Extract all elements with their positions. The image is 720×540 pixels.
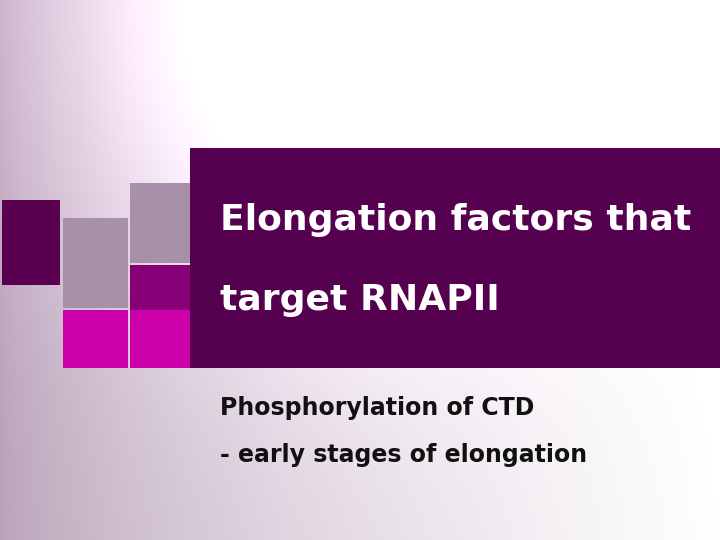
Bar — [197, 295, 262, 368]
Text: Phosphorylation of CTD: Phosphorylation of CTD — [220, 396, 534, 420]
Bar — [197, 148, 262, 213]
Bar — [130, 310, 195, 368]
Text: target RNAPII: target RNAPII — [220, 283, 500, 317]
Bar — [130, 183, 195, 263]
Bar — [190, 148, 720, 368]
Text: Elongation factors that: Elongation factors that — [220, 203, 691, 237]
Bar — [63, 310, 128, 368]
Text: - early stages of elongation: - early stages of elongation — [220, 443, 587, 467]
Bar — [130, 265, 195, 310]
Bar — [2, 200, 60, 285]
Bar — [197, 215, 262, 295]
Bar — [63, 218, 128, 308]
